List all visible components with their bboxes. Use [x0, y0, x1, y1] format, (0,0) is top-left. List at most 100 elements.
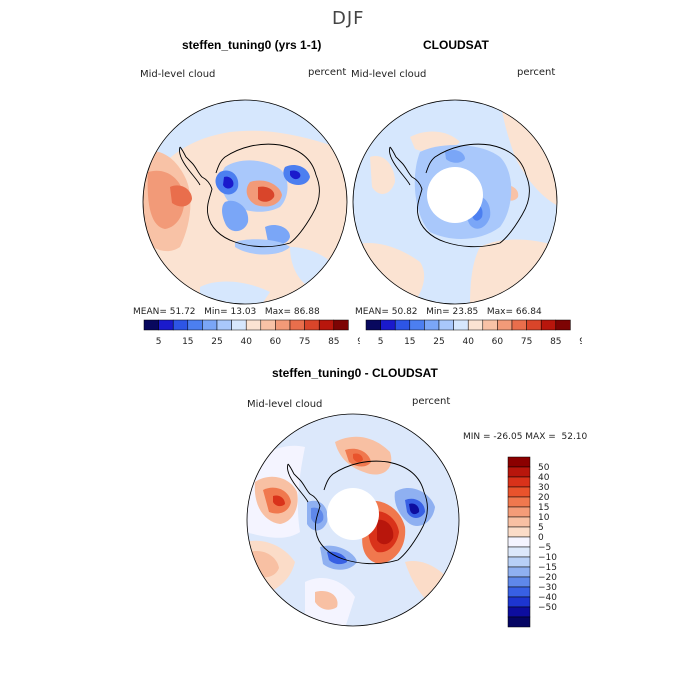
diff-colorbar-label: 20 — [538, 493, 550, 503]
panel2-colorbar-swatch — [482, 319, 498, 331]
panel1-colorbar-swatch — [202, 319, 218, 331]
diff-colorbar-swatch — [507, 536, 531, 548]
panel2-map-border — [352, 99, 558, 305]
panel2-colorbar-swatch — [511, 319, 527, 331]
panel3-variable: Mid-level cloud — [247, 399, 323, 410]
panel1-variable: Mid-level cloud — [140, 69, 216, 80]
panel1-colorbar-label: 85 — [328, 337, 339, 347]
panel2-mean-label: MEAN= — [355, 307, 389, 317]
panel1-colorbar-swatch — [143, 319, 159, 331]
panel1-coastline — [179, 143, 320, 248]
map-panel2 — [352, 99, 558, 305]
diff-colorbar-swatch — [507, 616, 531, 628]
panel2-colorbar-label: 15 — [404, 337, 415, 347]
panel1-min-label: Min= — [204, 307, 228, 317]
diff-colorbar-swatch — [507, 596, 531, 608]
panel2-colorbar-swatch — [424, 319, 440, 331]
diff-colorbar-label: 50 — [538, 463, 550, 473]
panel2-colorbar-swatch — [438, 319, 454, 331]
diff-colorbar-label: −30 — [538, 583, 557, 593]
panel1-units: percent — [308, 67, 347, 78]
panel1-colorbar-swatch — [304, 319, 320, 331]
panel2-colorbar-swatch — [380, 319, 396, 331]
diff-colorbar-label: 30 — [538, 483, 550, 493]
panel2-colorbar-label: 85 — [550, 337, 561, 347]
panel1-colorbar-swatch — [187, 319, 203, 331]
panel2-colorbar-label: 60 — [492, 337, 504, 347]
diff-colorbar-label: −20 — [538, 573, 557, 583]
season-title: DJF — [332, 8, 365, 29]
panel1-colorbar-swatch — [231, 319, 247, 331]
panel2-colorbar-swatches — [365, 319, 571, 331]
diff-colorbar-swatches — [507, 456, 531, 628]
diff-colorbar-swatch — [507, 586, 531, 598]
panel2-min-label: Min= — [426, 307, 450, 317]
diff-colorbar-swatch — [507, 556, 531, 568]
diff-colorbar-swatch — [507, 476, 531, 488]
diff-colorbar-label: 10 — [538, 513, 550, 523]
diff-colorbar-label: −50 — [538, 603, 557, 613]
panel1-colorbar-swatch — [216, 319, 232, 331]
panel2-max: 66.84 — [515, 307, 542, 317]
diff-colorbar-label: −15 — [538, 563, 557, 573]
panel1-title: steffen_tuning0 (yrs 1-1) — [182, 38, 322, 52]
panel1-map-border — [142, 99, 348, 305]
panel2-stats: MEAN= 50.82 Min= 23.85 Max= 66.84 — [355, 307, 542, 317]
panel2-colorbar-swatch — [467, 319, 484, 331]
diff-colorbar-label: 40 — [538, 473, 550, 483]
panel1-max-label: Max= — [264, 307, 292, 317]
panel3-map-border — [246, 413, 460, 627]
diff-colorbar-swatch — [507, 496, 531, 508]
diff-colorbar-swatch — [507, 486, 531, 498]
map-panel3 — [246, 413, 460, 627]
panel2-colorbar-label: 95 — [579, 337, 582, 347]
panel1-colorbar-swatches — [143, 319, 349, 331]
panel2-contours — [353, 100, 557, 304]
panel2-max-label: Max= — [486, 307, 514, 317]
panel2-colorbar: 5 15 25 40 60 75 85 95 — [365, 319, 582, 347]
panel1-max: 86.88 — [293, 307, 320, 317]
panel3-stats: MIN = -26.05 MAX = 52.10 — [463, 432, 588, 442]
panel1-colorbar-label: 15 — [182, 337, 193, 347]
diff-colorbar-label: 15 — [538, 503, 549, 513]
panel2-title: CLOUDSAT — [423, 38, 489, 52]
panel1-colorbar-swatch — [275, 319, 291, 331]
panel1-colorbar-labels: 5 15 25 40 60 75 85 95 — [156, 337, 360, 347]
panel2-colorbar-swatch — [409, 319, 425, 331]
panel2-colorbar-swatch — [555, 319, 571, 331]
panel2-colorbar-swatch — [365, 319, 381, 331]
diff-colorbar-swatch — [507, 516, 531, 528]
panel1-colorbar-swatch — [245, 319, 262, 331]
diff-colorbar-label: −10 — [538, 553, 557, 563]
panel1-colorbar-label: 60 — [270, 337, 282, 347]
panel2-variable: Mid-level cloud — [351, 69, 427, 80]
diff-colorbar-label: −40 — [538, 593, 557, 603]
panel2-mean: 50.82 — [391, 307, 418, 317]
diff-colorbar-swatch — [507, 546, 531, 558]
diff-colorbar-swatch — [507, 576, 531, 588]
panel3-units: percent — [412, 396, 451, 407]
diff-colorbar-label: −5 — [538, 543, 551, 553]
panel2-units: percent — [517, 67, 556, 78]
panel1-mean-label: MEAN= — [133, 307, 167, 317]
panel1-colorbar-label: 5 — [156, 337, 162, 347]
panel3-title: steffen_tuning0 - CLOUDSAT — [272, 366, 438, 380]
panel1-min: 13.03 — [230, 307, 257, 317]
panel2-colorbar-label: 25 — [433, 337, 444, 347]
diff-colorbar-swatch — [507, 506, 531, 518]
panel2-colorbar-label: 5 — [378, 337, 384, 347]
panel1-mean: 51.72 — [169, 307, 196, 317]
panel2-min: 23.85 — [452, 307, 479, 317]
diff-colorbar-swatch — [507, 466, 531, 478]
panel2-colorbar-labels: 5 15 25 40 60 75 85 95 — [378, 337, 582, 347]
panel1-colorbar-label: 40 — [240, 337, 252, 347]
panel2-colorbar-swatch — [453, 319, 469, 331]
panel1-stats: MEAN= 51.72 Min= 13.03 Max= 86.88 — [133, 307, 320, 317]
panel1-colorbar-label: 95 — [357, 337, 360, 347]
panel3-coastline — [287, 460, 428, 565]
diff-colorbar-label: 5 — [538, 523, 544, 533]
panel2-coastline — [389, 143, 530, 248]
panel1-colorbar-swatch — [260, 319, 276, 331]
